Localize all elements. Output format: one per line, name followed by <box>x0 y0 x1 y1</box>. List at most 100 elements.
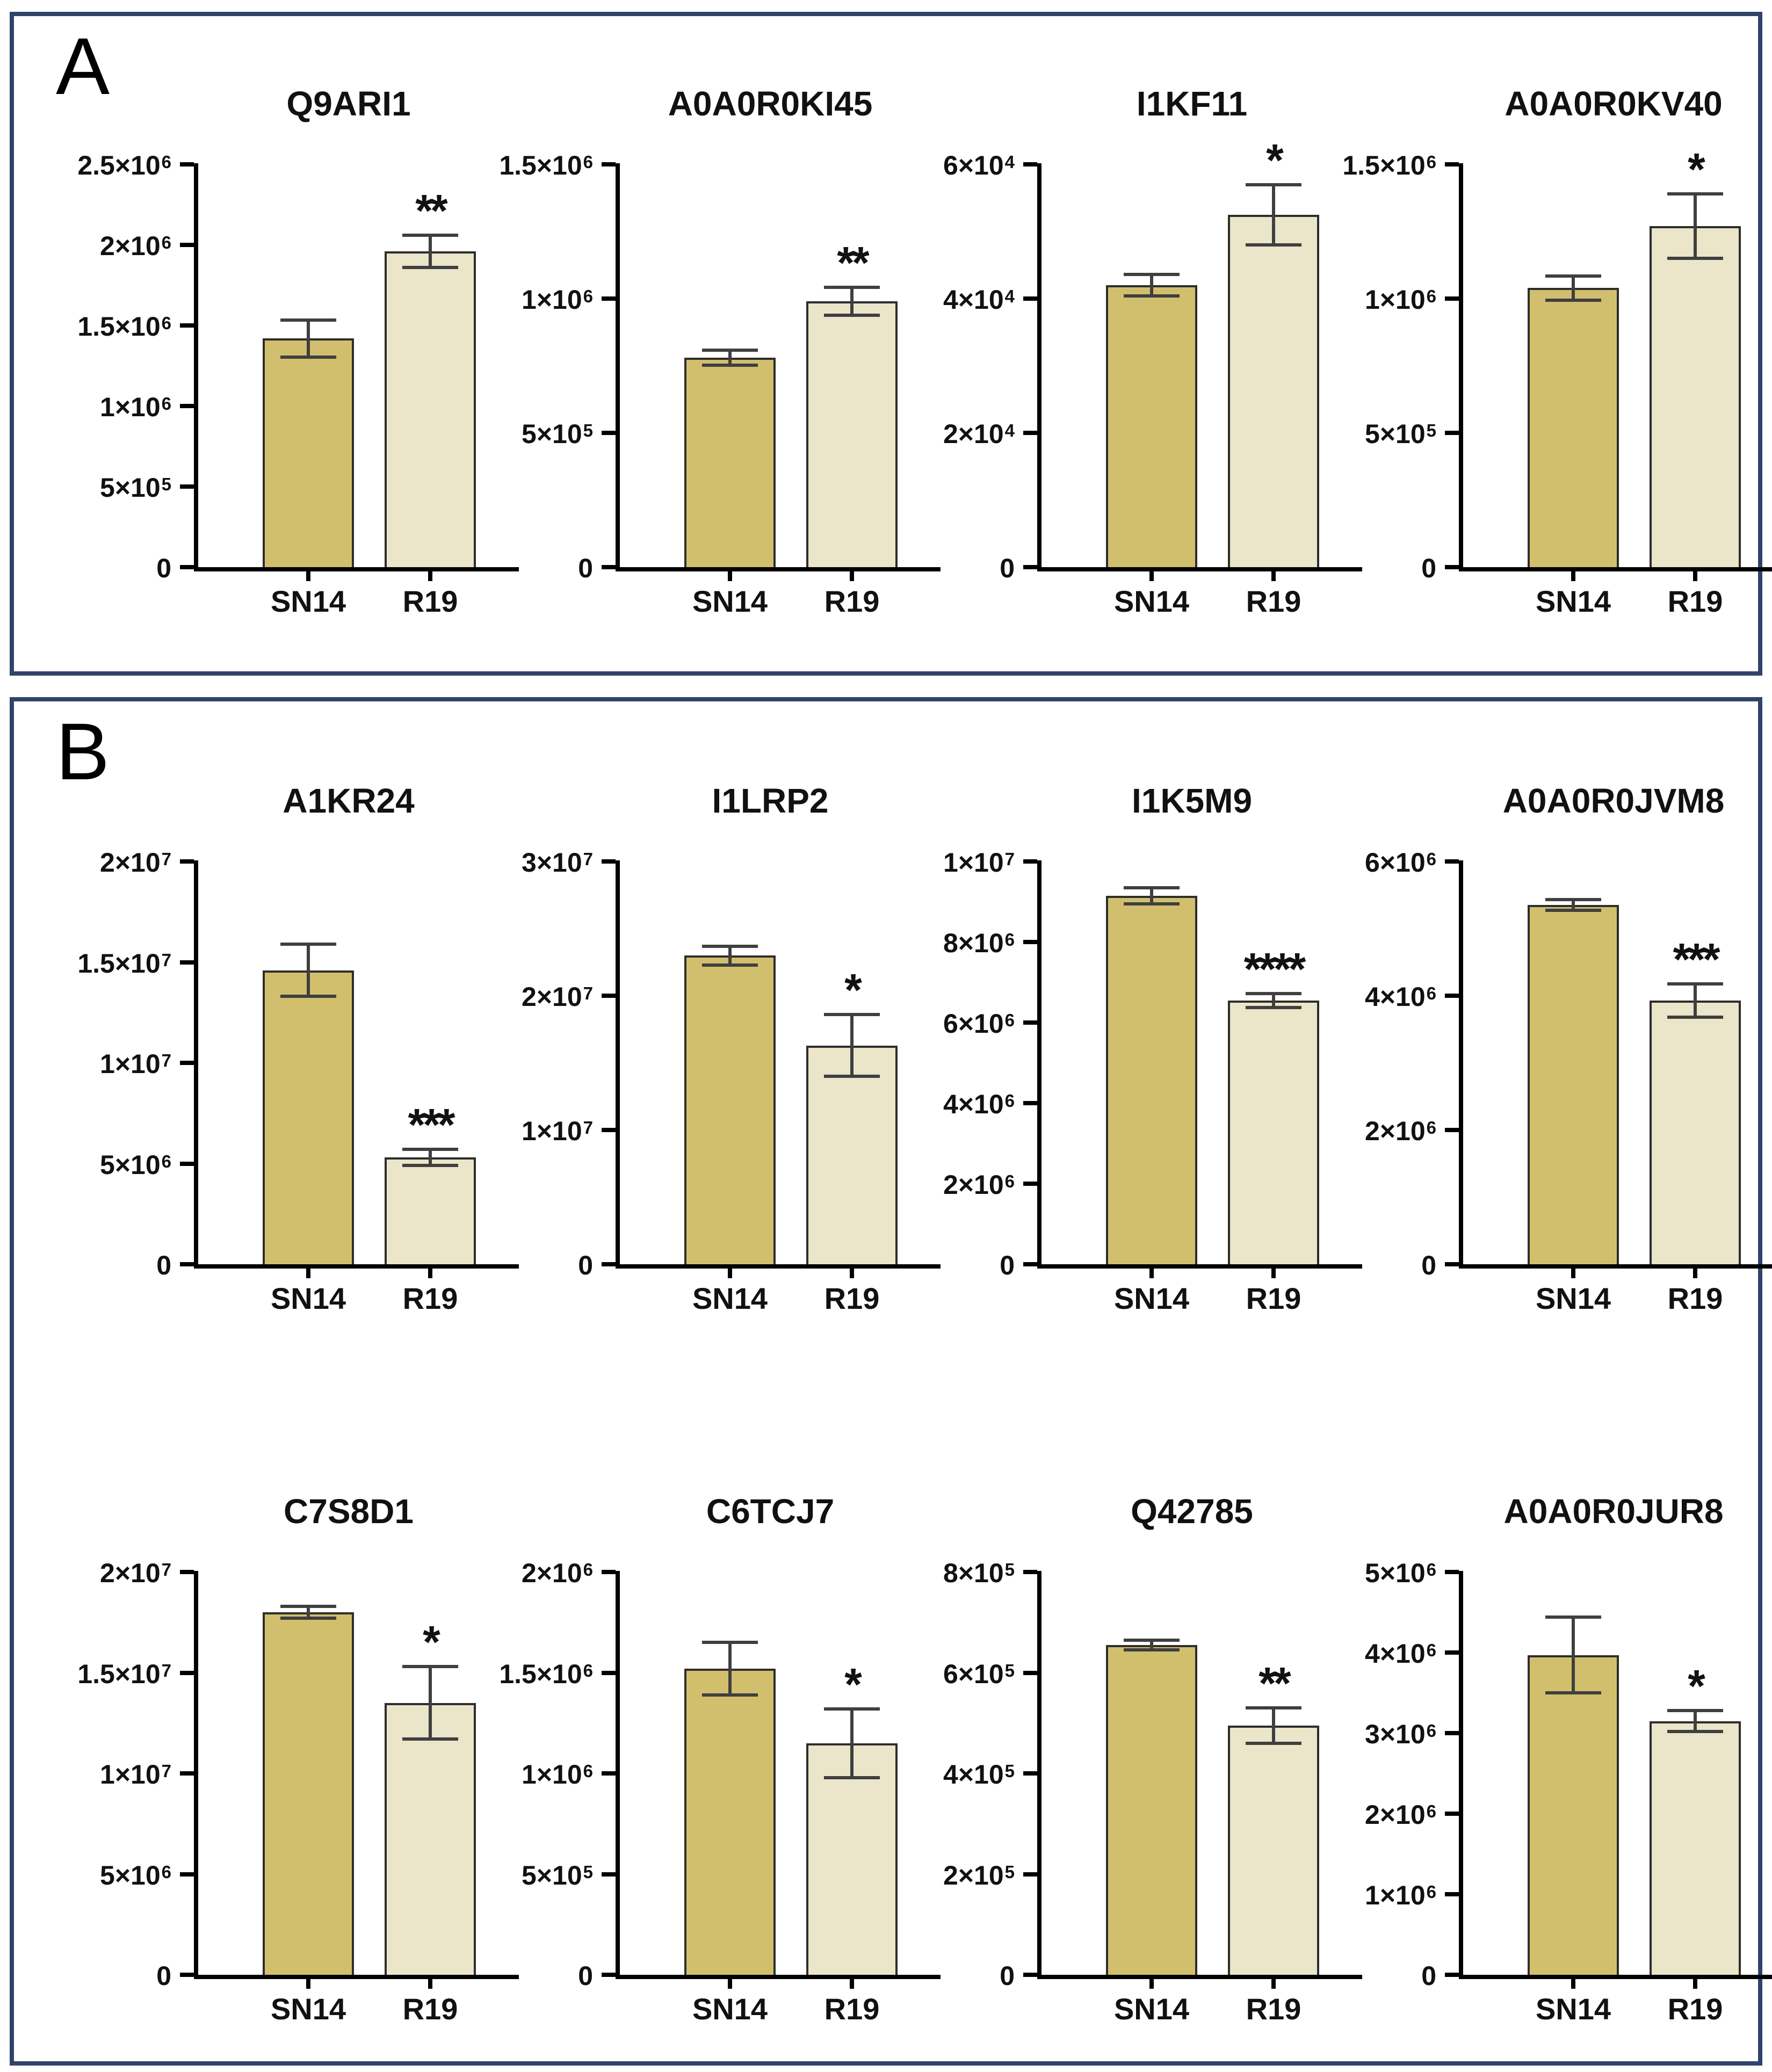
x-category-label: R19 <box>1667 1992 1723 2026</box>
error-bar-cap <box>402 1164 458 1168</box>
y-tick-label: 1.5×106 <box>499 1658 593 1689</box>
bar-chart: C7S8D1 0 5×106 1×107 1.5×107 2×107 SN14 * R19 <box>77 1493 519 2042</box>
y-tick-label: 2×107 <box>100 847 171 878</box>
error-bar-cap <box>1124 1648 1180 1652</box>
x-tick-mark <box>1571 567 1575 581</box>
bar-r19 <box>1650 226 1741 567</box>
y-tick-label: 1.5×106 <box>77 311 171 342</box>
y-tick-mark <box>180 484 194 489</box>
error-bar-cap <box>1667 1730 1723 1733</box>
y-axis <box>1037 163 1041 571</box>
error-bar <box>850 287 854 315</box>
error-bar-cap <box>1124 886 1180 889</box>
y-tick-label: 1×106 <box>522 285 593 315</box>
panel-a: A Q9ARI1 0 5×105 1×106 1.5×106 2×106 2.5×106 SN… <box>10 12 1772 676</box>
y-tick-mark <box>1445 1892 1459 1896</box>
x-tick-mark <box>1271 1264 1276 1278</box>
y-tick-mark <box>180 1670 194 1675</box>
error-bar <box>1272 1708 1275 1743</box>
y-tick-mark <box>1445 1262 1459 1266</box>
significance-stars: *** <box>408 1099 455 1150</box>
x-tick-mark <box>428 567 432 581</box>
plot-area: 0 2×105 4×105 6×105 8×105 SN14 ** R19 <box>921 1560 1362 2024</box>
error-bar-cap <box>702 1693 758 1697</box>
y-tick-mark <box>602 162 616 166</box>
x-category-label: SN14 <box>692 584 768 618</box>
significance-stars: * <box>1688 1661 1705 1711</box>
y-tick-mark <box>1023 296 1037 301</box>
x-category-label: SN14 <box>1535 1992 1611 2026</box>
y-tick-label: 2.5×106 <box>77 150 171 180</box>
y-tick-mark <box>602 431 616 435</box>
x-tick-mark <box>1571 1975 1575 1989</box>
y-tick-label: 0 <box>1421 553 1436 583</box>
error-bar <box>1572 276 1575 300</box>
y-tick-label: 1×107 <box>100 1049 171 1079</box>
error-bar-cap <box>280 318 336 322</box>
plot-area: 0 2×106 4×106 6×106 8×106 1×107 SN14 **** R19 <box>921 849 1362 1314</box>
x-category-label: R19 <box>402 584 458 618</box>
plot: SN14 *** R19 <box>180 859 519 1314</box>
x-tick-mark <box>1149 567 1154 581</box>
significance-stars: * <box>844 1659 862 1709</box>
y-tick-label: 2×106 <box>522 1558 593 1588</box>
y-tick-mark <box>1445 1731 1459 1735</box>
plot-area: 0 2×106 4×106 6×106 SN14 *** R19 <box>1342 849 1772 1314</box>
y-tick-mark <box>1023 1570 1037 1574</box>
y-tick-label: 5×105 <box>522 1860 593 1890</box>
error-bar-cap <box>1545 1615 1601 1619</box>
error-bar-cap <box>402 1148 458 1151</box>
error-bar-cap <box>702 349 758 352</box>
y-tick-mark <box>602 296 616 301</box>
y-tick-label: 0 <box>1421 1961 1436 1991</box>
y-tick-mark <box>1023 1182 1037 1186</box>
error-bar-cap <box>1545 274 1601 278</box>
x-axis <box>1459 1264 1772 1269</box>
y-tick-mark <box>1023 1020 1037 1025</box>
bar-r19 <box>1650 1000 1741 1264</box>
charts-rows: Q9ARI1 0 5×105 1×106 1.5×106 2×106 2.5×106 SN14… <box>14 84 1772 634</box>
error-bar <box>1694 1711 1697 1732</box>
chart-title: C6TCJ7 <box>706 1492 835 1531</box>
y-tick-label: 5×105 <box>1365 419 1436 449</box>
error-bar-cap <box>1246 243 1301 247</box>
y-tick-mark <box>1445 859 1459 864</box>
error-bar-cap <box>1545 1691 1601 1694</box>
error-bar-cap <box>402 1665 458 1669</box>
x-category-label: R19 <box>1667 1281 1723 1315</box>
y-axis-labels: 0 1×107 2×107 3×107 <box>499 849 620 1279</box>
plot: SN14 * R19 <box>1445 147 1772 617</box>
panel-b-label: B <box>56 706 110 796</box>
error-bar-cap <box>1246 1005 1301 1009</box>
y-tick-label: 5×106 <box>100 1860 171 1890</box>
error-bar-cap <box>1667 1709 1723 1712</box>
y-tick-label: 1×106 <box>522 1759 593 1790</box>
x-category-label: SN14 <box>1113 1281 1190 1315</box>
bar-sn14 <box>1528 905 1619 1264</box>
y-tick-label: 0 <box>1000 1250 1015 1280</box>
y-axis-labels: 0 2×106 4×106 6×106 8×106 1×107 <box>921 849 1041 1279</box>
x-tick-mark <box>1149 1264 1154 1278</box>
y-tick-mark <box>602 1262 616 1266</box>
error-bar-cap <box>824 1707 880 1711</box>
y-tick-mark <box>1445 162 1459 166</box>
x-category-label: R19 <box>1246 1992 1301 2026</box>
chart-title: Q9ARI1 <box>286 84 411 123</box>
plot-area: 0 5×106 1×107 1.5×107 2×107 SN14 * R19 <box>77 1560 519 2024</box>
y-axis-labels: 0 5×105 1×106 1.5×106 2×106 2.5×106 <box>77 152 198 582</box>
y-tick-mark <box>602 1771 616 1776</box>
y-tick-mark <box>1445 1973 1459 1977</box>
y-tick-mark <box>180 1570 194 1574</box>
y-tick-mark <box>1445 1812 1459 1816</box>
x-tick-mark <box>728 1264 732 1278</box>
y-axis <box>1459 860 1463 1269</box>
significance-stars: * <box>844 965 862 1015</box>
x-tick-mark <box>306 567 310 581</box>
significance-stars: * <box>1266 134 1284 185</box>
chart-title: A0A0R0JVM8 <box>1502 781 1725 820</box>
plot: SN14 ** R19 <box>180 162 519 617</box>
y-tick-mark <box>1445 565 1459 569</box>
error-bar-cap <box>280 1604 336 1608</box>
bar-r19 <box>385 1157 476 1264</box>
